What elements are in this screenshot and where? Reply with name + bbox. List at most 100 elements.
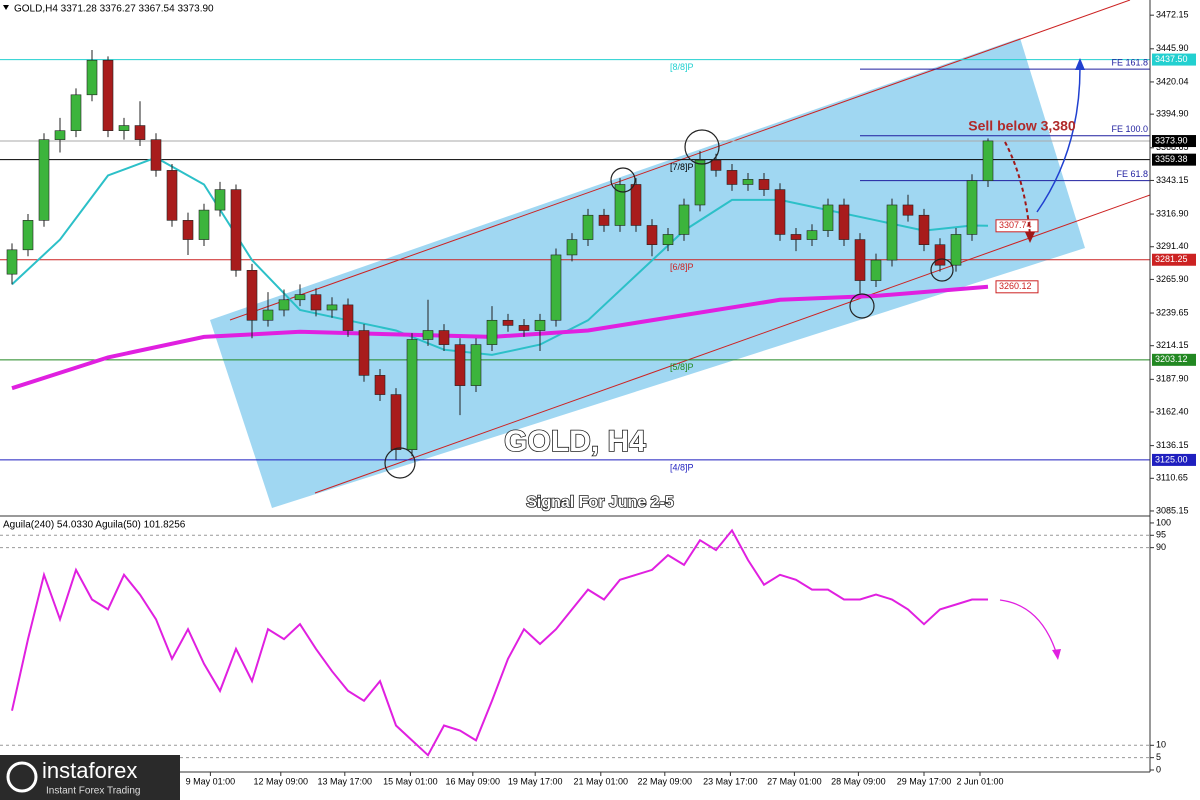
y-tick-label: 3291.40 bbox=[1156, 241, 1189, 251]
candle-body bbox=[534, 319, 546, 331]
data-layer: [8/8]P [7/8]P [6/8]P [5/8]P [4/8]P FE 161.8 FE… bbox=[0, 49, 1150, 759]
candle-body bbox=[950, 234, 962, 266]
candle-body bbox=[518, 325, 530, 331]
level-box bbox=[1152, 453, 1196, 466]
murrey-label: [4/8]P bbox=[670, 462, 694, 472]
level-label: 3359.38 bbox=[1155, 154, 1188, 164]
x-tick-label: 13 May 17:00 bbox=[318, 776, 373, 786]
channel-bottom bbox=[314, 194, 1151, 494]
candle-body bbox=[390, 394, 402, 450]
arrowhead bbox=[1052, 649, 1061, 660]
y-tick-label: 3162.40 bbox=[1156, 406, 1189, 416]
fe-label: FE 100.0 bbox=[1111, 124, 1148, 134]
level-box bbox=[1152, 53, 1196, 66]
x-tick-label: 28 May 09:00 bbox=[831, 776, 886, 786]
moving-average bbox=[11, 156, 989, 356]
indicator-arrow bbox=[999, 599, 1057, 653]
subtitle: Signal For June 2-5 bbox=[526, 494, 674, 511]
level-label: 3203.12 bbox=[1155, 354, 1188, 364]
candle-body bbox=[598, 214, 610, 226]
y-tick-label: 90 bbox=[1156, 542, 1166, 552]
candle-body bbox=[406, 339, 418, 450]
candle-body bbox=[966, 180, 978, 235]
candle-body bbox=[294, 294, 306, 301]
x-tick-label: 9 May 01:00 bbox=[186, 776, 236, 786]
candle-body bbox=[22, 220, 34, 251]
y-tick-label: 3136.15 bbox=[1156, 440, 1189, 450]
candle-body bbox=[38, 139, 50, 221]
candle-body bbox=[70, 94, 82, 131]
logo-box bbox=[0, 755, 180, 800]
candle-body bbox=[694, 159, 706, 206]
candle-body bbox=[310, 294, 322, 311]
candle-body bbox=[838, 204, 850, 240]
logo-icon bbox=[6, 761, 38, 793]
level-box bbox=[1152, 253, 1196, 266]
annotation: Sell below 3,380 bbox=[968, 118, 1076, 134]
indicator-title: Aguila(240) 54.0330 Aguila(50) 101.8256 bbox=[3, 520, 186, 531]
candle-body bbox=[166, 170, 178, 221]
candle-body bbox=[422, 330, 434, 340]
y-tick-label: 5 bbox=[1156, 752, 1161, 762]
candle-body bbox=[758, 179, 770, 190]
pivot-circles bbox=[384, 129, 954, 479]
x-tick-label: 19 May 17:00 bbox=[508, 776, 563, 786]
candle-body bbox=[118, 125, 130, 131]
arrowhead bbox=[1025, 232, 1035, 243]
y-tick-label: 3214.15 bbox=[1156, 340, 1189, 350]
candle-body bbox=[806, 230, 818, 240]
arrow-up bbox=[1036, 67, 1081, 213]
y-tick-label: 3187.90 bbox=[1156, 374, 1189, 384]
candle-body bbox=[630, 184, 642, 226]
candle-body bbox=[870, 259, 882, 281]
y-tick-label: 3265.90 bbox=[1156, 274, 1189, 284]
x-tick-label: 29 May 17:00 bbox=[897, 776, 952, 786]
end-label: 3307.74 bbox=[999, 220, 1032, 230]
candle-body bbox=[822, 204, 834, 231]
y-tick-label: 3394.90 bbox=[1156, 109, 1189, 119]
fe-label: FE 61.8 bbox=[1116, 169, 1148, 179]
level-box bbox=[1152, 353, 1196, 366]
candle-body bbox=[134, 125, 146, 140]
x-tick-label: 2 Jun 01:00 bbox=[956, 776, 1003, 786]
end-label-box bbox=[995, 280, 1039, 294]
y-tick-label: 3472.15 bbox=[1156, 10, 1189, 20]
candle-body bbox=[790, 234, 802, 240]
candle-body bbox=[102, 59, 114, 131]
murrey-label: [5/8]P bbox=[670, 362, 694, 372]
y-tick-label: 3445.90 bbox=[1156, 43, 1189, 53]
channel bbox=[210, 38, 1085, 508]
y-tick-label: 3420.04 bbox=[1156, 76, 1189, 86]
candle-body bbox=[86, 59, 98, 96]
y-tick-label: 3085.15 bbox=[1156, 505, 1189, 515]
murrey-label: [6/8]P bbox=[670, 262, 694, 272]
title-marker bbox=[3, 5, 9, 10]
candle-body bbox=[342, 304, 354, 331]
candle-body bbox=[486, 319, 498, 345]
candle-body bbox=[230, 189, 242, 271]
candle-body bbox=[742, 179, 754, 185]
y-tick-label: 3368.65 bbox=[1156, 142, 1189, 152]
candle-body bbox=[646, 225, 658, 245]
candle-body bbox=[774, 189, 786, 235]
level-box bbox=[1152, 153, 1196, 166]
murrey-label: [7/8]P bbox=[670, 162, 694, 172]
x-tick-label: 27 May 01:00 bbox=[767, 776, 822, 786]
y-tick-label: 10 bbox=[1156, 740, 1166, 750]
heading: GOLD, H4 bbox=[504, 425, 646, 458]
x-tick-label: 15 May 01:00 bbox=[383, 776, 438, 786]
candle-body bbox=[614, 184, 626, 226]
candle-body bbox=[710, 159, 722, 171]
x-tick-label: 16 May 09:00 bbox=[446, 776, 501, 786]
candle-body bbox=[358, 330, 370, 376]
circle bbox=[849, 293, 875, 319]
candle-body bbox=[854, 239, 866, 281]
circle bbox=[930, 258, 954, 282]
x-tick-label: 21 May 01:00 bbox=[574, 776, 629, 786]
candle-body bbox=[262, 309, 274, 321]
candle-body bbox=[566, 239, 578, 256]
x-tick-label: 22 May 09:00 bbox=[638, 776, 693, 786]
brand-tagline: Instant Forex Trading bbox=[46, 786, 141, 797]
